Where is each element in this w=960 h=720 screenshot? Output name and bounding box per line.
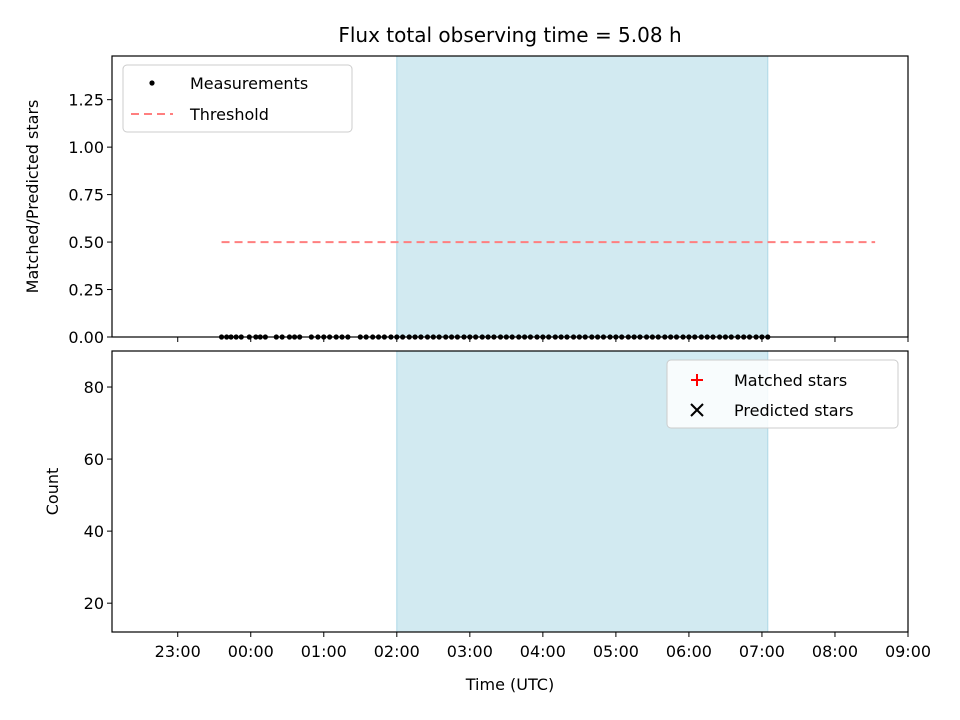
x-tick-label-6: 05:00 bbox=[593, 642, 639, 661]
top-legend-box bbox=[122, 64, 353, 133]
legend-label-measurements: Measurements bbox=[190, 74, 308, 93]
x-tick-label-0: 23:00 bbox=[155, 642, 201, 661]
x-tick-label-1: 00:00 bbox=[228, 642, 274, 661]
x-tick-label-2: 01:00 bbox=[301, 642, 347, 661]
legend-marker-measurements bbox=[149, 80, 155, 86]
top-y-tick-label-5: 1.25 bbox=[68, 91, 104, 110]
bottom-legend-box bbox=[666, 359, 899, 429]
bottom-panel: 20 40 60 80 23:00 00:00 01:00 02:00 03:00 04:00 0… bbox=[43, 350, 931, 694]
top-y-axis-label: Matched/Predicted stars bbox=[23, 100, 42, 294]
top-y-ticks: 0.00 0.25 0.50 0.75 1.00 1.25 bbox=[68, 91, 112, 347]
x-tick-label-7: 06:00 bbox=[666, 642, 712, 661]
top-axes-frame bbox=[111, 55, 909, 338]
bottom-y-tick-label-1: 40 bbox=[84, 522, 104, 541]
chart-title: Flux total observing time = 5.08 h bbox=[338, 23, 681, 47]
bottom-y-ticks: 20 40 60 80 bbox=[84, 378, 112, 613]
top-y-tick-label-1: 0.25 bbox=[68, 281, 104, 300]
x-tick-label-10: 09:00 bbox=[885, 642, 931, 661]
top-y-tick-label-4: 1.00 bbox=[68, 138, 104, 157]
top-panel: 0.00 0.25 0.50 0.75 1.00 1.25 Matched/Predict… bbox=[23, 55, 909, 347]
bottom-legend: Matched stars Predicted stars bbox=[666, 359, 899, 429]
top-x-ticks bbox=[177, 337, 909, 342]
top-legend: Measurements Threshold bbox=[122, 64, 353, 133]
top-y-tick-label-0: 0.00 bbox=[68, 328, 104, 347]
bottom-axes-frame bbox=[111, 350, 909, 633]
bottom-y-axis-label: Count bbox=[43, 468, 62, 516]
legend-label-matched: Matched stars bbox=[734, 371, 847, 390]
top-y-tick-label-2: 0.50 bbox=[68, 233, 104, 252]
legend-marker-matched bbox=[691, 374, 703, 386]
bottom-x-ticks: 23:00 00:00 01:00 02:00 03:00 04:00 05:00 06:00… bbox=[155, 632, 931, 661]
bottom-y-tick-label-2: 60 bbox=[84, 450, 104, 469]
x-axis-label: Time (UTC) bbox=[465, 675, 554, 694]
legend-label-threshold: Threshold bbox=[189, 105, 269, 124]
x-tick-label-9: 08:00 bbox=[812, 642, 858, 661]
top-observing-span bbox=[396, 55, 769, 338]
legend-marker-predicted bbox=[690, 403, 704, 417]
bottom-y-tick-label-0: 20 bbox=[84, 594, 104, 613]
x-tick-label-8: 07:00 bbox=[739, 642, 785, 661]
top-y-tick-label-3: 0.75 bbox=[68, 186, 104, 205]
x-tick-label-3: 02:00 bbox=[374, 642, 420, 661]
x-tick-label-5: 04:00 bbox=[520, 642, 566, 661]
bottom-y-tick-label-3: 80 bbox=[84, 378, 104, 397]
legend-label-predicted: Predicted stars bbox=[734, 401, 854, 420]
x-tick-label-4: 03:00 bbox=[447, 642, 493, 661]
